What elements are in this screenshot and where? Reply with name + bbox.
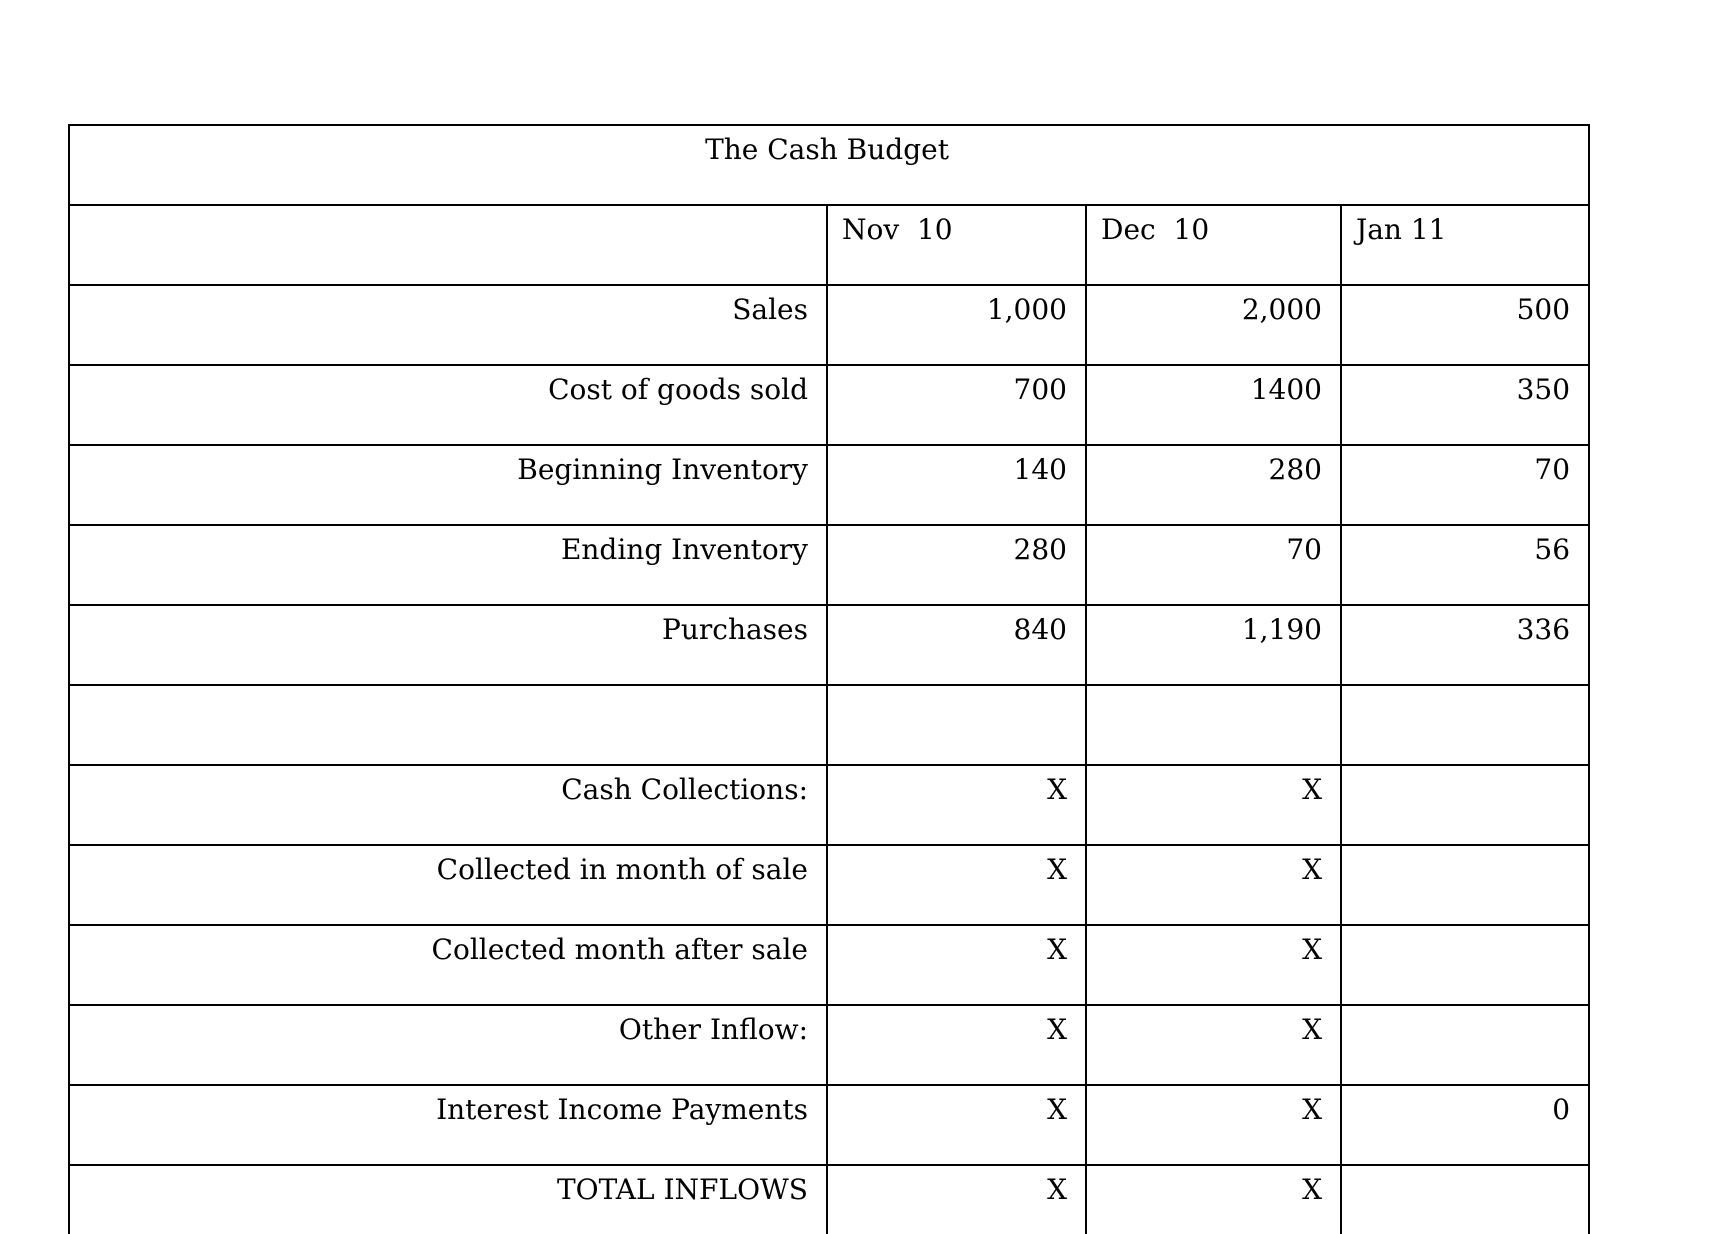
- dec-value: 1,190: [1085, 604, 1342, 686]
- header-dec: Dec 10: [1085, 204, 1342, 286]
- jan-value: 350: [1339, 364, 1591, 446]
- jan-value: [1339, 684, 1591, 766]
- table-row-total-inflows: TOTAL INFLOWS X X: [68, 1164, 1591, 1234]
- row-label: Collected month after sale: [68, 924, 828, 1006]
- jan-value: [1339, 1004, 1591, 1086]
- dec-value: X: [1085, 1164, 1342, 1234]
- row-label: Sales: [68, 284, 828, 366]
- jan-value: [1339, 764, 1591, 846]
- table-row-ending-inventory: Ending Inventory 280 70 56: [68, 524, 1591, 606]
- cash-budget-table: The Cash Budget Nov 10 Dec 10 Jan 11 Sal…: [67, 124, 1591, 1234]
- nov-value: 140: [826, 444, 1087, 526]
- row-label: Cash Collections:: [68, 764, 828, 846]
- dec-value: 280: [1085, 444, 1342, 526]
- table-row-cash-collections: Cash Collections: X X: [68, 764, 1591, 846]
- row-label: Beginning Inventory: [68, 444, 828, 526]
- nov-value: X: [826, 1164, 1087, 1234]
- nov-value: 700: [826, 364, 1087, 446]
- header-empty-cell: [68, 204, 828, 286]
- dec-value: X: [1085, 924, 1342, 1006]
- title-row: The Cash Budget: [67, 124, 1591, 206]
- header-row: Nov 10 Dec 10 Jan 11: [68, 204, 1591, 286]
- jan-value: 0: [1339, 1084, 1591, 1166]
- jan-value: 56: [1339, 524, 1591, 606]
- table-row-other-inflow: Other Inflow: X X: [68, 1004, 1591, 1086]
- dec-value: X: [1085, 764, 1342, 846]
- table-row-cogs: Cost of goods sold 700 1400 350: [68, 364, 1591, 446]
- row-label: Interest Income Payments: [68, 1084, 828, 1166]
- jan-value: 500: [1339, 284, 1591, 366]
- table-row-purchases: Purchases 840 1,190 336: [68, 604, 1591, 686]
- row-label: TOTAL INFLOWS: [68, 1164, 828, 1234]
- nov-value: X: [826, 1004, 1087, 1086]
- header-jan: Jan 11: [1339, 204, 1591, 286]
- jan-value: [1339, 844, 1591, 926]
- jan-value: 336: [1339, 604, 1591, 686]
- nov-value: X: [826, 924, 1087, 1006]
- dec-value: X: [1085, 1004, 1342, 1086]
- row-label: Purchases: [68, 604, 828, 686]
- nov-value: 840: [826, 604, 1087, 686]
- table-row-blank: [68, 684, 1591, 766]
- jan-value: 70: [1339, 444, 1591, 526]
- header-nov: Nov 10: [826, 204, 1087, 286]
- jan-value: [1339, 924, 1591, 1006]
- dec-value: 2,000: [1085, 284, 1342, 366]
- row-label: Other Inflow:: [68, 1004, 828, 1086]
- dec-value: X: [1085, 1084, 1342, 1166]
- row-label: Collected in month of sale: [68, 844, 828, 926]
- nov-value: [826, 684, 1087, 766]
- nov-value: X: [826, 764, 1087, 846]
- row-label: [68, 684, 828, 766]
- table-row-sales: Sales 1,000 2,000 500: [68, 284, 1591, 366]
- nov-value: 1,000: [826, 284, 1087, 366]
- row-label: Cost of goods sold: [68, 364, 828, 446]
- table-row-beginning-inventory: Beginning Inventory 140 280 70: [68, 444, 1591, 526]
- row-label: Ending Inventory: [68, 524, 828, 606]
- jan-value: [1339, 1164, 1591, 1234]
- dec-value: [1085, 684, 1342, 766]
- dec-value: X: [1085, 844, 1342, 926]
- dec-value: 70: [1085, 524, 1342, 606]
- nov-value: X: [826, 844, 1087, 926]
- table-title: The Cash Budget: [67, 124, 1591, 206]
- dec-value: 1400: [1085, 364, 1342, 446]
- table-row-collected-in-month: Collected in month of sale X X: [68, 844, 1591, 926]
- nov-value: 280: [826, 524, 1087, 606]
- table-row-collected-month-after: Collected month after sale X X: [68, 924, 1591, 1006]
- nov-value: X: [826, 1084, 1087, 1166]
- table-row-interest-income: Interest Income Payments X X 0: [68, 1084, 1591, 1166]
